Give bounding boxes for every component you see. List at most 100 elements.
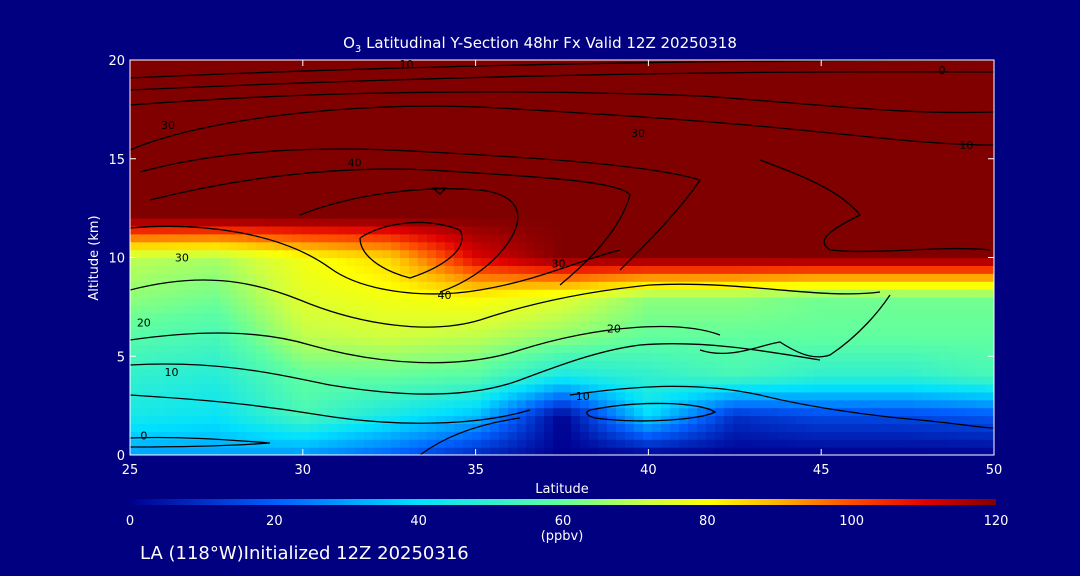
field-cell	[949, 107, 959, 116]
field-cell	[742, 91, 752, 101]
field-cell	[598, 273, 608, 282]
field-cell	[652, 241, 662, 251]
field-cell	[850, 146, 860, 156]
field-cell	[427, 257, 437, 266]
field-cell	[967, 391, 977, 401]
field-cell	[958, 297, 968, 306]
field-cell	[859, 431, 869, 440]
field-cell	[472, 304, 482, 314]
field-cell	[751, 336, 761, 345]
field-cell	[823, 297, 833, 306]
field-cell	[868, 154, 878, 164]
field-cell	[589, 281, 599, 290]
field-cell	[544, 107, 554, 116]
field-cell	[400, 67, 410, 77]
field-cell	[661, 360, 671, 369]
field-cell	[976, 107, 986, 116]
field-cell	[958, 423, 968, 432]
field-cell	[580, 447, 590, 455]
field-cell	[490, 439, 500, 448]
field-cell	[958, 202, 968, 211]
field-cell	[940, 273, 950, 282]
field-cell	[985, 162, 994, 172]
field-cell	[274, 241, 284, 251]
field-cell	[193, 67, 203, 77]
field-cell	[562, 154, 572, 164]
field-cell	[778, 115, 788, 124]
field-cell	[310, 233, 320, 243]
field-cell	[652, 154, 662, 164]
field-cell	[904, 154, 914, 164]
field-cell	[877, 139, 887, 148]
field-cell	[814, 91, 824, 101]
field-cell	[526, 383, 536, 393]
field-cell	[454, 146, 464, 156]
field-cell	[526, 139, 536, 148]
field-cell	[463, 257, 473, 266]
field-cell	[823, 423, 833, 432]
field-cell	[940, 423, 950, 432]
field-cell	[868, 75, 878, 85]
field-cell	[400, 194, 410, 203]
field-cell	[967, 352, 977, 361]
field-cell	[364, 83, 374, 93]
field-cell	[355, 139, 365, 148]
field-cell	[418, 431, 428, 440]
field-cell	[796, 281, 806, 290]
field-cell	[967, 399, 977, 409]
field-cell	[634, 360, 644, 369]
field-cell	[166, 178, 176, 187]
field-cell	[274, 139, 284, 148]
field-cell	[760, 415, 770, 424]
field-cell	[967, 281, 977, 290]
field-cell	[400, 139, 410, 148]
field-cell	[130, 170, 140, 180]
field-cell	[742, 360, 752, 369]
field-cell	[670, 368, 680, 377]
field-cell	[274, 162, 284, 172]
field-cell	[166, 99, 176, 108]
field-cell	[967, 431, 977, 440]
field-cell	[130, 336, 140, 345]
field-cell	[481, 107, 491, 116]
field-cell	[472, 131, 482, 140]
field-cell	[508, 186, 518, 195]
field-cell	[400, 265, 410, 274]
field-cell	[805, 210, 815, 219]
field-cell	[175, 60, 185, 69]
field-cell	[265, 352, 275, 361]
field-cell	[175, 320, 185, 330]
field-cell	[616, 297, 626, 306]
field-cell	[499, 91, 509, 101]
field-cell	[337, 91, 347, 101]
field-cell	[877, 273, 887, 282]
field-cell	[580, 178, 590, 187]
field-cell	[130, 194, 140, 203]
field-cell	[958, 344, 968, 353]
field-cell	[517, 75, 527, 85]
field-cell	[355, 423, 365, 432]
field-cell	[202, 75, 212, 85]
field-cell	[679, 99, 689, 108]
field-cell	[760, 265, 770, 274]
field-cell	[958, 139, 968, 148]
field-cell	[463, 304, 473, 314]
field-cell	[355, 99, 365, 108]
field-cell	[139, 241, 149, 251]
field-cell	[760, 60, 770, 69]
field-cell	[643, 407, 653, 417]
field-cell	[184, 154, 194, 164]
field-cell	[886, 225, 896, 235]
field-cell	[328, 170, 338, 180]
field-cell	[436, 60, 446, 69]
field-cell	[184, 170, 194, 180]
field-cell	[247, 107, 257, 116]
field-cell	[382, 281, 392, 290]
field-cell	[229, 376, 239, 385]
field-cell	[661, 391, 671, 401]
field-cell	[499, 60, 509, 69]
field-cell	[823, 91, 833, 101]
field-cell	[949, 154, 959, 164]
field-cell	[841, 249, 851, 259]
field-cell	[319, 415, 329, 424]
